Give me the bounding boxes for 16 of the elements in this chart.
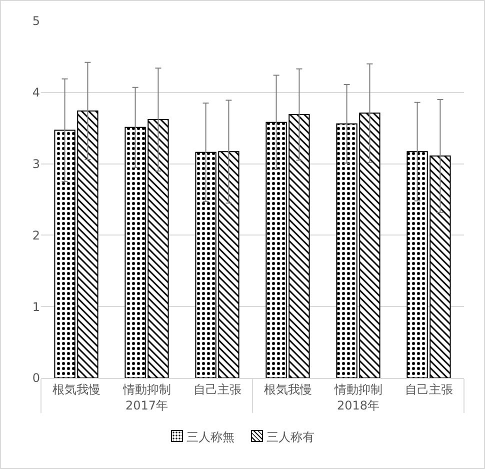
legend-label: 三人称有 — [266, 430, 314, 444]
text: 2017年 — [125, 398, 168, 412]
y-tick-label: 5 — [32, 14, 40, 28]
x-tick-label: 根気我慢 — [52, 382, 100, 396]
x-tick-label: 自己主張 — [404, 382, 453, 396]
legend-label: 三人称無 — [186, 430, 234, 444]
x-tick-label: 根気我慢 — [264, 382, 312, 396]
y-tick-label: 1 — [32, 300, 40, 314]
text: 2018年 — [336, 398, 380, 412]
x-tick-label: 情動抑制 — [333, 382, 382, 396]
y-tick-label: 4 — [32, 86, 40, 100]
y-tick-label: 0 — [32, 371, 40, 386]
x-tick-label: 情動抑制 — [122, 382, 171, 396]
y-tick-label: 2 — [32, 228, 40, 242]
y-tick-label: 3 — [32, 157, 40, 171]
x-tick-label: 自己主張 — [193, 382, 242, 396]
